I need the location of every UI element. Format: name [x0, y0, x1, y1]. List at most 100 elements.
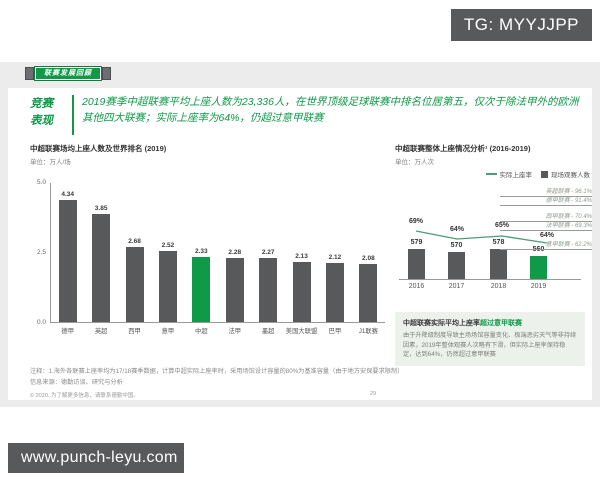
chart2-x-axis-line — [399, 279, 581, 280]
bar-value-label: 2.68 — [128, 238, 141, 245]
y-axis-tick-label: 5.0 — [36, 179, 46, 186]
bar-value-label: 2.52 — [161, 242, 175, 249]
x-axis-label: 2018 — [490, 283, 507, 290]
x-axis-label: 意甲 — [161, 328, 175, 335]
legend-item-people: 现场观赛人数 — [541, 169, 590, 179]
y-axis-tick-label: 0.0 — [36, 319, 46, 326]
chart2-title: 中超联赛整体上座情况分析¹ (2016-2019) — [395, 144, 531, 153]
section-label-line2: 表现 — [30, 115, 53, 128]
bar — [359, 264, 378, 322]
chart1-bar-column: 4.34 德甲 — [51, 183, 84, 335]
x-axis-label: 2017 — [448, 283, 465, 290]
x-axis-label: 墨超 — [261, 328, 275, 335]
bar — [292, 262, 311, 322]
chart1-bar-column: 2.27 墨超 — [251, 183, 284, 335]
chart1-bar-column: 2.33 中超 — [185, 183, 218, 335]
bar — [225, 258, 244, 322]
bar — [325, 263, 344, 322]
bar-value-label: 2.08 — [362, 255, 375, 262]
copyright-text: © 2020. 为了解更多信息，请联系德勤中国。 — [30, 393, 139, 399]
page-number: 29 — [370, 391, 377, 397]
bar-value-label: 3.85 — [94, 205, 108, 212]
x-axis-label: 美国大联盟 — [285, 328, 318, 335]
attendance-rate-label: 64% — [449, 226, 465, 233]
chart2-legend: 实际上座率 现场观赛人数 — [485, 169, 590, 179]
insight-box: 中超联赛实际平均上座率超过意甲联赛 由于升降级制度导致主场场馆容量变化、极端恶劣… — [395, 312, 585, 366]
bar — [259, 258, 278, 322]
x-axis-label: 2016 — [408, 283, 425, 290]
chart1-bar-column: 2.28 法甲 — [218, 183, 251, 335]
x-axis-label: 西甲 — [128, 328, 141, 335]
x-axis-label: J1联赛 — [358, 328, 378, 335]
bar-swatch-icon — [541, 170, 548, 178]
chart1-bar-column: 2.12 巴甲 — [318, 183, 351, 335]
bar — [530, 256, 547, 279]
x-axis-label: 中超 — [195, 328, 208, 335]
bar-value-label: 2.13 — [295, 253, 308, 260]
ribbon-right-cap-icon — [102, 67, 111, 80]
bar — [192, 257, 211, 322]
legend-label-people: 现场观赛人数 — [551, 172, 590, 179]
bar-value-label: 579 — [410, 239, 423, 246]
bar — [158, 251, 177, 322]
chart1-plot-area: 4.34 德甲 3.85 英超 2.68 西甲 2.52 意甲 2.33 中超 2.28 法甲 2.27… — [50, 183, 385, 335]
chart1-bar-column: 3.85 英超 — [84, 183, 117, 335]
ribbon-left-cap-icon — [25, 67, 34, 80]
avg-attendance-ranking-chart: 中超联赛场均上座人数及世界排名 (2019) 单位：万人/场 4.34 德甲 3.8… — [22, 143, 390, 363]
bar — [490, 249, 507, 279]
bar-value-label: 2.28 — [228, 249, 242, 256]
bar-value-label: 2.12 — [328, 254, 342, 261]
bar — [125, 247, 144, 322]
bar-value-label: 2.27 — [261, 249, 275, 256]
chart1-title: 中超联赛场均上座人数及世界排名 (2019) — [30, 144, 167, 153]
reference-league-annotation: 德甲联赛 - 91.4% — [500, 195, 592, 206]
bar-value-label: 2.33 — [195, 248, 208, 255]
line-swatch-icon — [485, 173, 497, 175]
source-note: 信息来源：德勤访谈、研究与分析 — [30, 378, 123, 386]
bar-value-label: 570 — [450, 242, 463, 249]
footnote-text: 注释：1.海外各联赛上座率均为17/18赛季数据，计算中超实际上座率时，采用场馆… — [30, 368, 404, 375]
x-axis-label: 法甲 — [228, 328, 242, 335]
reference-league-annotation: 意甲联赛 - 62.2% — [500, 239, 592, 250]
slide-card: 竞赛 表现 2019赛季中超联赛平均上座人数为23,336人，在世界顶级足球联赛… — [8, 88, 592, 400]
chart1-unit-label: 单位：万人/场 — [30, 159, 71, 166]
x-axis-label: 英超 — [94, 328, 108, 335]
insight-title: 中超联赛实际平均上座率超过意甲联赛 — [403, 318, 577, 328]
insight-body: 由于升降级制度导致主场场馆容量变化、极端恶劣天气等非持续因素，2019年整体观赛… — [403, 332, 577, 359]
bar-value-label: 4.34 — [61, 191, 75, 198]
tg-watermark-badge: TG: MYYJJPP — [450, 9, 592, 41]
x-axis-label: 巴甲 — [328, 328, 342, 335]
reference-league-annotation: 西甲联赛 - 70.4% — [500, 211, 592, 222]
footnotes: 注释：1.海外各联赛上座率均为17/18赛季数据，计算中超实际上座率时，采用场馆… — [30, 367, 470, 388]
attendance-rate-label: 69% — [408, 218, 424, 225]
bar — [58, 200, 77, 322]
chart1-bar-column: 2.68 西甲 — [118, 183, 151, 335]
x-axis-label: 2019 — [530, 283, 547, 290]
bar — [408, 249, 425, 279]
bar — [448, 252, 465, 279]
legend-item-rate: 实际上座率 — [485, 169, 533, 179]
attendance-rate-label: 65% — [494, 222, 510, 229]
legend-label-rate: 实际上座率 — [499, 172, 533, 179]
reference-league-annotation: 法甲联赛 - 69.3% — [500, 220, 592, 231]
section-label: 竞赛 表现 — [30, 96, 53, 131]
bar-value-label: 578 — [492, 239, 505, 246]
bar — [92, 214, 111, 322]
overall-attendance-chart: 中超联赛整体上座情况分析¹ (2016-2019) 单位：万人次 实际上座率 现… — [395, 143, 592, 308]
attendance-rate-label: 64% — [539, 232, 555, 239]
chart2-unit-label: 单位：万人次 — [395, 159, 434, 166]
chart1-bar-column: 2.13 美国大联盟 — [285, 183, 318, 335]
chart1-bar-column: 2.52 意甲 — [151, 183, 184, 335]
insight-title-green: 超过意甲联赛 — [480, 320, 522, 327]
section-label-line1: 竞赛 — [30, 98, 53, 110]
headline-text: 2019赛季中超联赛平均上座人数为23,336人，在世界顶级足球联赛中排名位居第… — [82, 96, 579, 125]
insight-title-dark: 中超联赛实际平均上座率 — [403, 320, 480, 327]
reference-league-annotation: 英超联赛 - 96.1% — [500, 186, 592, 197]
section-badge-label: 联赛发展回顾 — [35, 67, 101, 80]
y-axis-tick-label: 2.5 — [36, 249, 46, 256]
x-axis-label: 德甲 — [61, 328, 74, 335]
website-watermark: www.punch-leyu.com — [8, 443, 184, 473]
headline-divider — [72, 95, 74, 135]
section-ribbon: 联赛发展回顾 — [25, 66, 111, 81]
